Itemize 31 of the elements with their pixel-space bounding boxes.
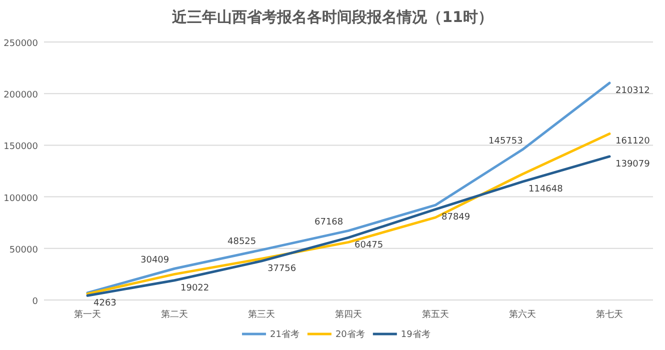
data-label: 60475 [354, 240, 384, 251]
x-tick-label: 第七天 [596, 309, 623, 320]
line-series [86, 82, 611, 294]
data-label: 145753 [488, 136, 523, 147]
data-label: 19022 [180, 283, 210, 294]
data-label: 48525 [228, 236, 256, 247]
y-tick-label: 150000 [4, 142, 38, 152]
data-label: 87849 [442, 212, 470, 222]
data-label: 161120 [616, 136, 650, 147]
data-label: 37756 [268, 264, 296, 274]
data-label: 139079 [616, 159, 650, 170]
x-tick-label: 第三天 [248, 309, 275, 320]
legend-label: 21省考 [270, 329, 300, 340]
data-label: 67168 [314, 218, 344, 228]
y-tick-label: 250000 [4, 39, 38, 49]
data-label: 4263 [94, 298, 116, 309]
data-label: 114648 [528, 184, 564, 195]
x-tick-label: 第二天 [161, 309, 188, 320]
data-label: 30409 [140, 256, 170, 266]
x-tick-label: 第五天 [422, 309, 449, 320]
x-tick-label: 第一天 [74, 309, 101, 320]
legend-label: 19省考 [400, 329, 430, 340]
y-tick-label: 50000 [9, 245, 38, 256]
y-tick-label: 200000 [4, 90, 38, 101]
chart-title: 近三年山西省考报名各时间段报名情况（11时） [171, 8, 493, 26]
x-tick-label: 第四天 [335, 309, 362, 320]
y-tick-label: 100000 [4, 194, 38, 204]
y-tick-label: 0 [32, 297, 38, 307]
legend-label: 20省考 [335, 329, 365, 340]
x-tick-label: 第六天 [509, 309, 536, 320]
data-label: 210312 [616, 86, 650, 96]
